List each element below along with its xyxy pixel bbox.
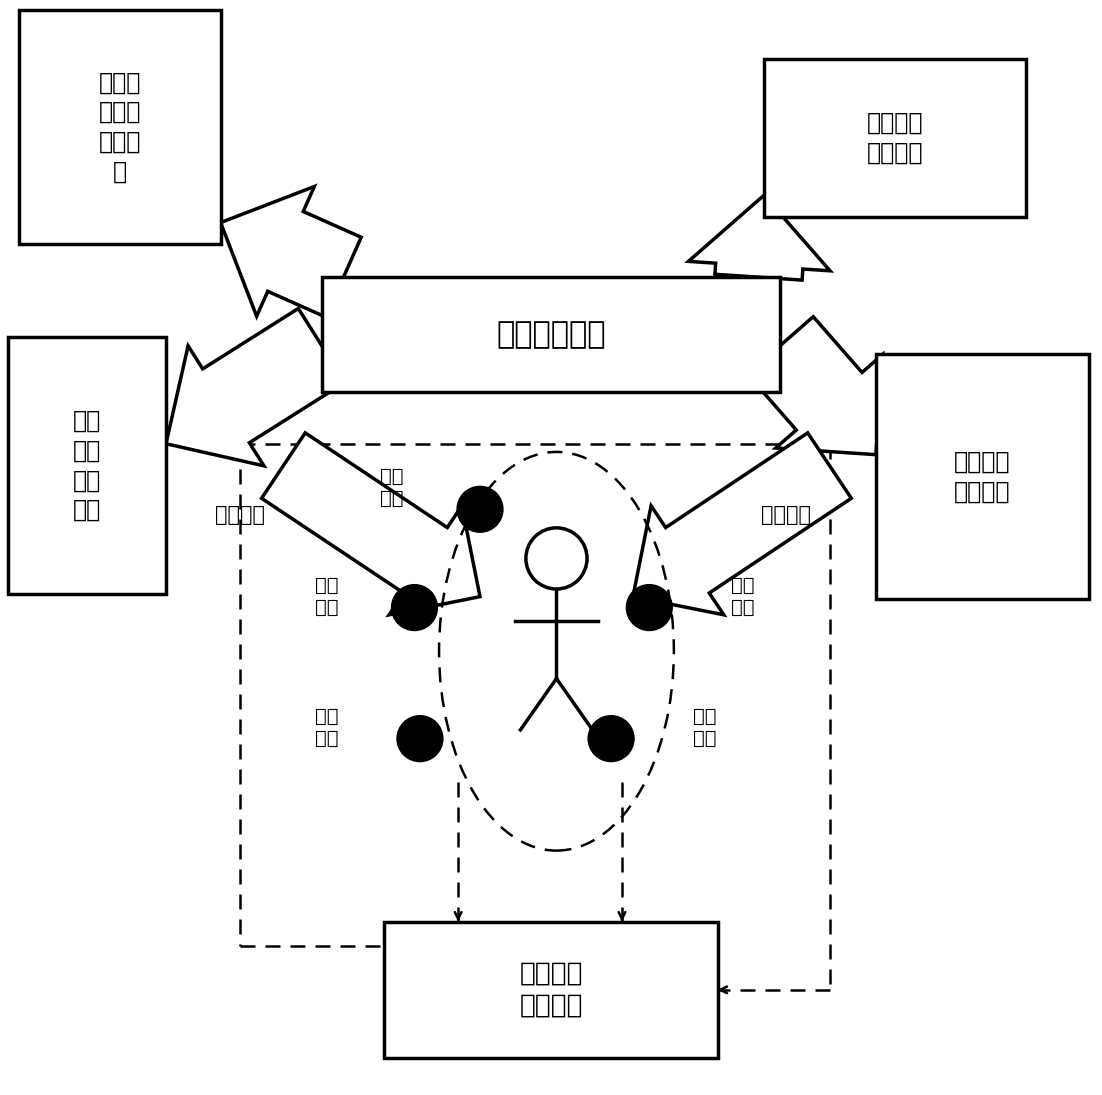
Circle shape [397, 716, 443, 762]
Text: 脑电
节点: 脑电 节点 [314, 707, 338, 748]
Text: 情绪激发: 情绪激发 [215, 505, 264, 525]
Text: 心率
节点: 心率 节点 [732, 576, 755, 618]
Polygon shape [220, 186, 361, 318]
Text: 虚拟现实
开发平台: 虚拟现实 开发平台 [867, 111, 923, 164]
Circle shape [391, 585, 437, 631]
Polygon shape [747, 316, 883, 454]
Text: 情绪激发: 情绪激发 [760, 505, 811, 525]
Polygon shape [261, 433, 480, 614]
Bar [8, 337, 166, 593]
Circle shape [626, 585, 672, 631]
Text: 呼吸
节点: 呼吸 节点 [693, 707, 716, 748]
Polygon shape [166, 309, 345, 465]
Text: 肌电
节点: 肌电 节点 [314, 576, 338, 618]
Polygon shape [633, 433, 852, 614]
Circle shape [588, 716, 634, 762]
Text: 虚拟现实系统: 虚拟现实系统 [496, 320, 606, 349]
Circle shape [457, 486, 503, 532]
Text: 生理信号
采集中心: 生理信号 采集中心 [519, 960, 583, 1018]
Bar [322, 277, 780, 392]
Text: 虚拟现
实集成
控制系
统: 虚拟现 实集成 控制系 统 [98, 70, 141, 184]
Bar [385, 922, 717, 1058]
Text: 体温
节点: 体温 节点 [380, 466, 403, 508]
Bar [876, 354, 1089, 599]
Bar [19, 10, 220, 244]
Polygon shape [689, 195, 830, 280]
Bar [764, 59, 1026, 217]
Text: 虚拟现实
显示系统: 虚拟现实 显示系统 [954, 450, 1011, 504]
Text: 虚拟
现实
交互
系统: 虚拟 现实 交互 系统 [73, 410, 101, 522]
